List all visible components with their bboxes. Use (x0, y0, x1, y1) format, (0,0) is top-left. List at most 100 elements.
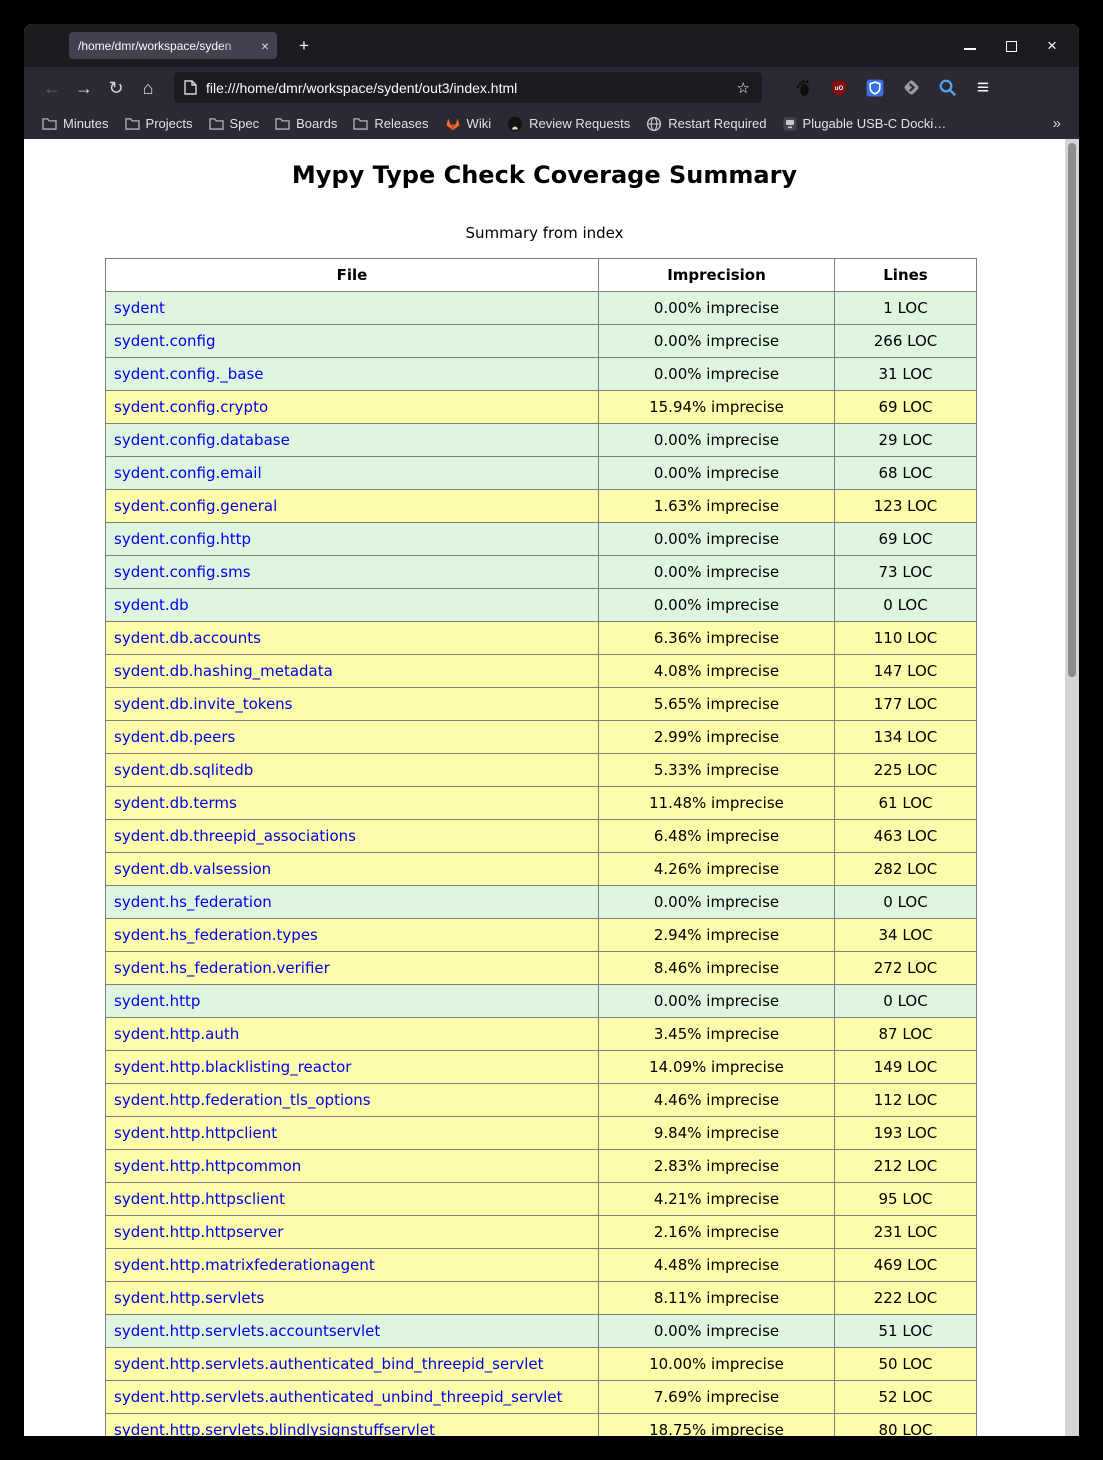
bookmark-releases[interactable]: Releases (345, 113, 436, 134)
bookmark-restart-required[interactable]: Restart Required (638, 113, 774, 135)
lines-cell: 134 LOC (834, 720, 977, 754)
file-link[interactable]: sydent.http.httpserver (114, 1223, 284, 1241)
imprecision-cell: 0.00% imprecise (598, 291, 835, 325)
file-link[interactable]: sydent.config (114, 332, 216, 350)
new-tab-button[interactable]: + (291, 33, 317, 58)
file-link[interactable]: sydent.http.servlets (114, 1289, 265, 1307)
browser-window: /home/dmr/workspace/syden × + × ← → ↻ ⌂ … (24, 24, 1079, 1436)
close-tab-icon[interactable]: × (260, 37, 269, 54)
file-link[interactable]: sydent.config.crypto (114, 398, 269, 416)
imprecision-cell: 14.09% imprecise (598, 1050, 835, 1084)
file-link[interactable]: sydent.http.matrixfederationagent (114, 1256, 375, 1274)
file-link[interactable]: sydent.http.blacklisting_reactor (114, 1058, 352, 1076)
file-link[interactable]: sydent (114, 299, 165, 317)
imprecision-cell: 11.48% imprecise (598, 786, 835, 820)
reload-button[interactable]: ↻ (100, 73, 132, 103)
file-link[interactable]: sydent.db.hashing_metadata (114, 662, 333, 680)
imprecision-cell: 8.11% imprecise (598, 1281, 835, 1315)
page-scrollbar[interactable] (1065, 139, 1079, 1436)
gnome-extension-icon[interactable] (792, 77, 814, 99)
gitlab-icon (446, 118, 459, 131)
file-link[interactable]: sydent.http.servlets.blindlysignstuffser… (114, 1421, 435, 1436)
file-link[interactable]: sydent.config.http (114, 530, 252, 548)
home-button[interactable]: ⌂ (132, 73, 164, 103)
gray-diamond-extension-icon[interactable] (900, 77, 922, 99)
file-link[interactable]: sydent.hs_federation.verifier (114, 959, 330, 977)
scrollbar-thumb[interactable] (1068, 143, 1076, 677)
file-link[interactable]: sydent.http.httpsclient (114, 1190, 285, 1208)
imprecision-cell: 0.00% imprecise (598, 588, 835, 622)
table-row: sydent.config.general 1.63% imprecise 12… (105, 489, 977, 523)
summary-table-body: sydent 0.00% imprecise 1 LOC sydent.conf… (105, 291, 977, 1436)
forward-button[interactable]: → (68, 73, 100, 103)
file-link[interactable]: sydent.config._base (114, 365, 264, 383)
bookmarks-overflow-button[interactable]: » (1045, 115, 1069, 132)
file-link[interactable]: sydent.db.invite_tokens (114, 695, 293, 713)
file-link[interactable]: sydent.http.federation_tls_options (114, 1091, 371, 1109)
bookmark-spec[interactable]: Spec (201, 113, 268, 134)
url-bar[interactable]: file:///home/dmr/workspace/sydent/out3/i… (174, 72, 762, 103)
table-row: sydent.http.httpclient 9.84% imprecise 1… (105, 1116, 977, 1150)
file-link[interactable]: sydent.config.database (114, 431, 290, 449)
bookmark-plugable-dock[interactable]: Plugable USB-C Docki… (775, 113, 955, 134)
file-link[interactable]: sydent.http.servlets.authenticated_unbin… (114, 1388, 563, 1406)
close-window-button[interactable]: × (1045, 37, 1059, 54)
file-link[interactable]: sydent.http (114, 992, 201, 1010)
bookmark-boards[interactable]: Boards (267, 113, 345, 134)
bitwarden-icon[interactable] (864, 77, 886, 99)
lines-cell: 69 LOC (834, 390, 977, 424)
imprecision-cell: 4.21% imprecise (598, 1182, 835, 1216)
imprecision-cell: 9.84% imprecise (598, 1116, 835, 1150)
lines-cell: 73 LOC (834, 555, 977, 589)
table-row: sydent.http.servlets.authenticated_unbin… (105, 1380, 977, 1414)
file-link[interactable]: sydent.db.accounts (114, 629, 261, 647)
file-link[interactable]: sydent.config.general (114, 497, 278, 515)
file-link[interactable]: sydent.db.peers (114, 728, 236, 746)
table-row: sydent.hs_federation 0.00% imprecise 0 L… (105, 885, 977, 919)
file-link[interactable]: sydent.db.threepid_associations (114, 827, 356, 845)
minimize-button[interactable] (963, 39, 977, 53)
table-row: sydent.db.threepid_associations 6.48% im… (105, 819, 977, 853)
bookmark-wiki[interactable]: Wiki (437, 113, 500, 134)
bookmark-projects[interactable]: Projects (117, 113, 201, 134)
lines-cell: 123 LOC (834, 489, 977, 523)
imprecision-cell: 0.00% imprecise (598, 885, 835, 919)
file-link[interactable]: sydent.config.email (114, 464, 262, 482)
imprecision-cell: 4.08% imprecise (598, 654, 835, 688)
lines-cell: 50 LOC (834, 1347, 977, 1381)
lines-cell: 231 LOC (834, 1215, 977, 1249)
imprecision-cell: 1.63% imprecise (598, 489, 835, 523)
file-link[interactable]: sydent.db.terms (114, 794, 237, 812)
table-row: sydent.http.httpcommon 2.83% imprecise 2… (105, 1149, 977, 1183)
file-link[interactable]: sydent.config.sms (114, 563, 251, 581)
table-row: sydent.hs_federation.types 2.94% impreci… (105, 918, 977, 952)
search-icon[interactable] (936, 77, 958, 99)
file-link[interactable]: sydent.hs_federation (114, 893, 272, 911)
table-row: sydent.http.servlets.authenticated_bind_… (105, 1347, 977, 1381)
ublock-origin-icon[interactable]: uO (828, 77, 850, 99)
file-link[interactable]: sydent.hs_federation.types (114, 926, 318, 944)
file-link[interactable]: sydent.http.auth (114, 1025, 240, 1043)
bookmark-review-requests[interactable]: Review Requests (499, 113, 638, 135)
lines-cell: 34 LOC (834, 918, 977, 952)
file-link[interactable]: sydent.http.servlets.authenticated_bind_… (114, 1355, 544, 1373)
bookmark-star-icon[interactable]: ☆ (736, 79, 750, 97)
table-row: sydent.http.servlets.blindlysignstuffser… (105, 1413, 977, 1436)
table-row: sydent.db.hashing_metadata 4.08% impreci… (105, 654, 977, 688)
table-row: sydent.db.accounts 6.36% imprecise 110 L… (105, 621, 977, 655)
browser-tab[interactable]: /home/dmr/workspace/syden × (69, 32, 277, 59)
folder-icon (42, 118, 57, 130)
file-link[interactable]: sydent.db (114, 596, 189, 614)
menu-icon[interactable]: ≡ (972, 77, 994, 99)
maximize-button[interactable] (1004, 39, 1018, 53)
file-link[interactable]: sydent.db.sqlitedb (114, 761, 254, 779)
file-link[interactable]: sydent.http.httpclient (114, 1124, 278, 1142)
lines-cell: 0 LOC (834, 885, 977, 919)
file-link[interactable]: sydent.http.httpcommon (114, 1157, 302, 1175)
file-link[interactable]: sydent.http.servlets.accountservlet (114, 1322, 381, 1340)
bookmark-minutes[interactable]: Minutes (34, 113, 117, 134)
file-link[interactable]: sydent.db.valsession (114, 860, 272, 878)
folder-icon (208, 118, 224, 130)
imprecision-cell: 0.00% imprecise (598, 357, 835, 391)
back-button[interactable]: ← (36, 73, 68, 103)
